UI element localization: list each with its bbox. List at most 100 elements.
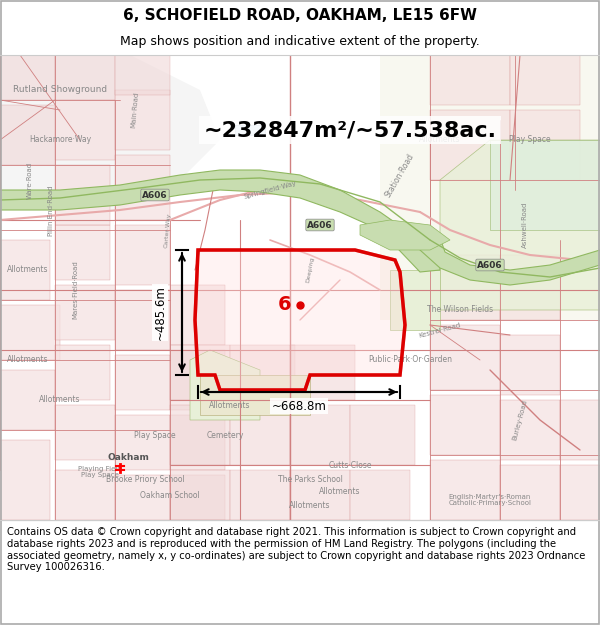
Polygon shape xyxy=(290,470,350,520)
Text: Burley·Road: Burley·Road xyxy=(512,399,529,441)
Polygon shape xyxy=(170,470,230,520)
Polygon shape xyxy=(0,370,55,430)
Text: Allotments: Allotments xyxy=(419,136,461,144)
Polygon shape xyxy=(170,415,225,470)
Polygon shape xyxy=(55,345,110,400)
Text: Brooke Priory School: Brooke Priory School xyxy=(106,476,184,484)
Text: A606: A606 xyxy=(142,191,168,199)
Polygon shape xyxy=(430,255,500,320)
Polygon shape xyxy=(440,140,600,310)
Text: Contains OS data © Crown copyright and database right 2021. This information is : Contains OS data © Crown copyright and d… xyxy=(7,528,586,572)
Polygon shape xyxy=(560,465,600,520)
Polygon shape xyxy=(55,100,115,160)
Polygon shape xyxy=(230,470,290,520)
Polygon shape xyxy=(430,110,510,180)
Polygon shape xyxy=(500,255,560,320)
Text: Allotments: Allotments xyxy=(39,396,81,404)
Polygon shape xyxy=(170,285,225,345)
Polygon shape xyxy=(115,225,170,285)
Polygon shape xyxy=(360,220,450,250)
Polygon shape xyxy=(430,395,500,455)
Polygon shape xyxy=(230,405,290,465)
Text: 6, SCHOFIELD ROAD, OAKHAM, LE15 6FW: 6, SCHOFIELD ROAD, OAKHAM, LE15 6FW xyxy=(123,8,477,23)
Polygon shape xyxy=(350,470,410,520)
Text: Allotments: Allotments xyxy=(209,401,251,409)
Polygon shape xyxy=(195,250,405,390)
Polygon shape xyxy=(390,270,440,330)
Polygon shape xyxy=(350,405,415,465)
Text: A606: A606 xyxy=(307,221,333,229)
Polygon shape xyxy=(380,55,600,320)
Text: ~668.8m: ~668.8m xyxy=(272,399,326,412)
Polygon shape xyxy=(430,460,500,520)
Text: Map shows position and indicative extent of the property.: Map shows position and indicative extent… xyxy=(120,35,480,48)
Polygon shape xyxy=(115,415,170,470)
Polygon shape xyxy=(290,405,350,465)
Polygon shape xyxy=(55,225,110,280)
Polygon shape xyxy=(0,55,55,100)
Text: Allotments: Allotments xyxy=(7,266,49,274)
Polygon shape xyxy=(55,405,115,460)
Polygon shape xyxy=(115,55,170,95)
Polygon shape xyxy=(115,290,170,350)
Text: Rutland Showground: Rutland Showground xyxy=(13,86,107,94)
Text: Carter·Way: Carter·Way xyxy=(164,213,172,248)
Text: Play Space: Play Space xyxy=(509,136,551,144)
Text: Hackamore·Way: Hackamore·Way xyxy=(29,136,91,144)
Text: 6: 6 xyxy=(278,296,292,314)
Polygon shape xyxy=(560,400,600,460)
Polygon shape xyxy=(230,345,295,400)
Polygon shape xyxy=(115,475,170,520)
Polygon shape xyxy=(190,350,260,420)
Text: Springfield·Way: Springfield·Way xyxy=(243,180,297,200)
Text: The Wilson Fields: The Wilson Fields xyxy=(427,306,493,314)
Polygon shape xyxy=(500,400,560,460)
Polygon shape xyxy=(55,470,115,520)
Polygon shape xyxy=(0,305,60,360)
Text: A606: A606 xyxy=(477,261,503,269)
Text: ~232847m²/~57.538ac.: ~232847m²/~57.538ac. xyxy=(203,120,497,140)
Polygon shape xyxy=(0,240,50,300)
Polygon shape xyxy=(170,345,230,400)
Text: Ashwell·Road: Ashwell·Road xyxy=(522,202,528,248)
Polygon shape xyxy=(115,155,170,220)
Text: Oakham School: Oakham School xyxy=(140,491,200,501)
Polygon shape xyxy=(290,345,355,400)
Polygon shape xyxy=(55,285,115,340)
Polygon shape xyxy=(55,55,115,100)
Polygon shape xyxy=(510,110,580,180)
Text: Allotments: Allotments xyxy=(7,356,49,364)
Polygon shape xyxy=(55,165,110,225)
Text: Station·Road: Station·Road xyxy=(384,151,416,199)
Polygon shape xyxy=(170,350,225,410)
Polygon shape xyxy=(0,55,220,210)
Polygon shape xyxy=(115,355,170,410)
Text: Allotments: Allotments xyxy=(289,501,331,511)
Polygon shape xyxy=(170,475,225,520)
Text: Pillin·End·Road: Pillin·End·Road xyxy=(47,184,53,236)
Text: Cemetery: Cemetery xyxy=(206,431,244,441)
Polygon shape xyxy=(420,238,600,285)
Polygon shape xyxy=(200,375,310,415)
Polygon shape xyxy=(115,90,170,150)
Text: Play Space: Play Space xyxy=(134,431,176,441)
Polygon shape xyxy=(430,55,510,105)
Polygon shape xyxy=(500,335,560,395)
Text: English·Martyr's·Roman
Catholic·Primary·School: English·Martyr's·Roman Catholic·Primary·… xyxy=(449,494,532,506)
Text: ~485.6m: ~485.6m xyxy=(154,285,167,340)
Polygon shape xyxy=(235,125,265,135)
Text: Oakham: Oakham xyxy=(107,454,149,462)
Text: Deeping: Deeping xyxy=(305,257,315,283)
Text: The Parks School: The Parks School xyxy=(278,476,343,484)
Polygon shape xyxy=(510,55,580,105)
Text: Playing Field
Play Space: Playing Field Play Space xyxy=(78,466,122,479)
Polygon shape xyxy=(170,405,230,465)
Polygon shape xyxy=(430,325,500,390)
Polygon shape xyxy=(0,170,440,272)
Polygon shape xyxy=(0,105,55,165)
Text: Cutts·Close: Cutts·Close xyxy=(328,461,372,469)
Text: Main·Road: Main·Road xyxy=(130,92,140,128)
Text: Mares·Field·Road: Mares·Field·Road xyxy=(72,261,78,319)
Text: Ware·Road: Ware·Road xyxy=(27,161,33,199)
Text: Kestrel·Road: Kestrel·Road xyxy=(418,321,461,339)
